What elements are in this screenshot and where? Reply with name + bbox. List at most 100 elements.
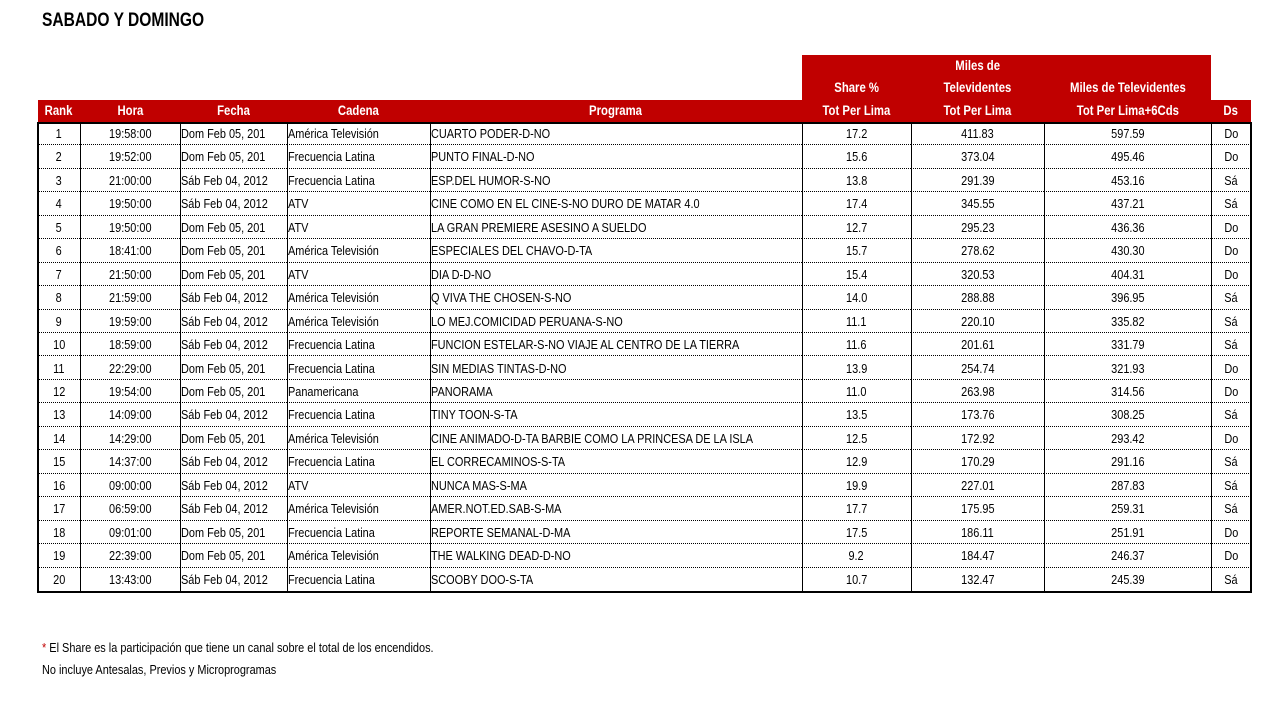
table-cell: 308.25 xyxy=(1044,403,1211,427)
cell-text: Q VIVA THE CHOSEN-S-NO xyxy=(431,290,572,306)
table-cell: 5 xyxy=(38,216,80,240)
table-cell: 320.53 xyxy=(911,263,1044,287)
cell-text: 4 xyxy=(55,196,63,212)
cell-text: 320.53 xyxy=(960,266,995,282)
table-cell: Dom Feb 05, 201 xyxy=(180,544,287,568)
table-cell: Frecuencia Latina xyxy=(287,357,430,380)
table-cell: SCOOBY DOO-S-TA xyxy=(430,568,802,591)
cell-text: 404.31 xyxy=(1110,266,1145,282)
table-cell: 21:50:00 xyxy=(80,263,180,287)
cell-text: CUARTO PODER-D-NO xyxy=(431,126,551,141)
cell-text: Dom Feb 05, 201 xyxy=(181,430,266,446)
cell-text: 437.21 xyxy=(1110,196,1145,212)
column-header: Rank xyxy=(38,100,80,122)
table-cell: 18 xyxy=(38,521,80,545)
table-cell: 170.29 xyxy=(911,450,1044,474)
cell-text: 12.7 xyxy=(845,219,868,235)
cell-text: Sáb Feb 04, 2012 xyxy=(181,477,268,493)
table-cell: 12.7 xyxy=(802,216,911,240)
column-header: Miles de Televidentes xyxy=(1044,77,1211,99)
cell-text: ATV xyxy=(288,196,309,212)
cell-text: 16 xyxy=(52,477,66,493)
cell-text: Sá xyxy=(1224,337,1238,353)
cell-text: 345.55 xyxy=(960,196,995,212)
table-cell: 13.9 xyxy=(802,357,911,380)
cell-text: ATV xyxy=(288,219,309,235)
table-cell: 09:00:00 xyxy=(80,474,180,498)
cell-text: 436.36 xyxy=(1110,219,1145,235)
table-cell: Frecuencia Latina xyxy=(287,169,430,193)
table-cell: 3 xyxy=(38,169,80,193)
cell-text: 17.2 xyxy=(845,126,868,141)
header-band xyxy=(802,55,1211,101)
table-cell: 331.79 xyxy=(1044,333,1211,357)
header-text: Ds xyxy=(1223,102,1239,118)
table-cell: Sá xyxy=(1211,192,1251,216)
table-cell: 291.16 xyxy=(1044,450,1211,474)
table-cell: TINY TOON-S-TA xyxy=(430,403,802,427)
cell-text: Sáb Feb 04, 2012 xyxy=(181,196,268,212)
table-cell: Frecuencia Latina xyxy=(287,333,430,357)
table-cell: AMER.NOT.ED.SAB-S-MA xyxy=(430,497,802,521)
cell-text: 18:59:00 xyxy=(108,337,152,353)
cell-text: 278.62 xyxy=(960,243,995,259)
cell-text: Sá xyxy=(1224,290,1238,306)
column-header: Cadena xyxy=(287,100,430,122)
cell-text: 2 xyxy=(55,149,63,165)
column-header: Tot Per Lima xyxy=(802,100,911,122)
header-text: Hora xyxy=(117,102,143,118)
table-cell: 254.74 xyxy=(911,357,1044,380)
table-cell: 14:09:00 xyxy=(80,403,180,427)
cell-text: Sá xyxy=(1224,571,1238,587)
table-cell: 18:41:00 xyxy=(80,239,180,263)
cell-text: 251.91 xyxy=(1110,524,1145,540)
table-cell: 220.10 xyxy=(911,310,1044,334)
table-cell: 437.21 xyxy=(1044,192,1211,216)
cell-text: 308.25 xyxy=(1110,407,1145,423)
cell-text: 430.30 xyxy=(1110,243,1145,259)
table-cell: 15.7 xyxy=(802,239,911,263)
cell-text: 14:09:00 xyxy=(108,407,152,423)
footnote: No incluye Antesalas, Previos y Micropro… xyxy=(42,662,277,677)
table-cell: 17.7 xyxy=(802,497,911,521)
cell-text: 287.83 xyxy=(1110,477,1145,493)
table-cell: Dom Feb 05, 201 xyxy=(180,427,287,451)
cell-text: Sáb Feb 04, 2012 xyxy=(181,313,268,329)
cell-text: 13.5 xyxy=(845,407,868,423)
cell-text: Sá xyxy=(1224,172,1238,188)
header-text: Televidentes xyxy=(943,80,1012,95)
table-cell: 21:59:00 xyxy=(80,286,180,310)
table-cell: 11.0 xyxy=(802,380,911,404)
table-cell: ATV xyxy=(287,192,430,216)
table-cell: 19:52:00 xyxy=(80,145,180,169)
cell-text: 495.46 xyxy=(1110,149,1145,165)
cell-text: 22:39:00 xyxy=(108,548,152,564)
cell-text: Dom Feb 05, 201 xyxy=(181,383,266,399)
table-cell: América Televisión xyxy=(287,310,430,334)
table-cell: DIA D-D-NO xyxy=(430,263,802,287)
cell-text: 291.16 xyxy=(1110,454,1145,470)
cell-text: 291.39 xyxy=(960,172,995,188)
cell-text: PUNTO FINAL-D-NO xyxy=(431,149,535,165)
table-cell: 10 xyxy=(38,333,80,357)
cell-text: 6 xyxy=(55,243,63,259)
cell-text: Do xyxy=(1224,548,1238,564)
cell-text: América Televisión xyxy=(288,430,379,446)
cell-text: Do xyxy=(1224,149,1238,165)
cell-text: 13.9 xyxy=(845,360,868,376)
table-cell: 12.5 xyxy=(802,427,911,451)
cell-text: 13:43:00 xyxy=(108,571,152,587)
cell-text: THE WALKING DEAD-D-NO xyxy=(431,548,571,564)
table-cell: 18:59:00 xyxy=(80,333,180,357)
table-cell: Sá xyxy=(1211,333,1251,357)
cell-text: LO MEJ.COMICIDAD PERUANA-S-NO xyxy=(431,313,623,329)
table-cell: 21:00:00 xyxy=(80,169,180,193)
table-cell: 172.92 xyxy=(911,427,1044,451)
cell-text: 12.5 xyxy=(845,430,868,446)
cell-text: 10.7 xyxy=(845,571,868,587)
cell-text: DIA D-D-NO xyxy=(431,266,492,282)
table-cell: 19.9 xyxy=(802,474,911,498)
cell-text: Sá xyxy=(1224,196,1238,212)
cell-text: Dom Feb 05, 201 xyxy=(181,360,266,376)
table-cell: Sá xyxy=(1211,286,1251,310)
